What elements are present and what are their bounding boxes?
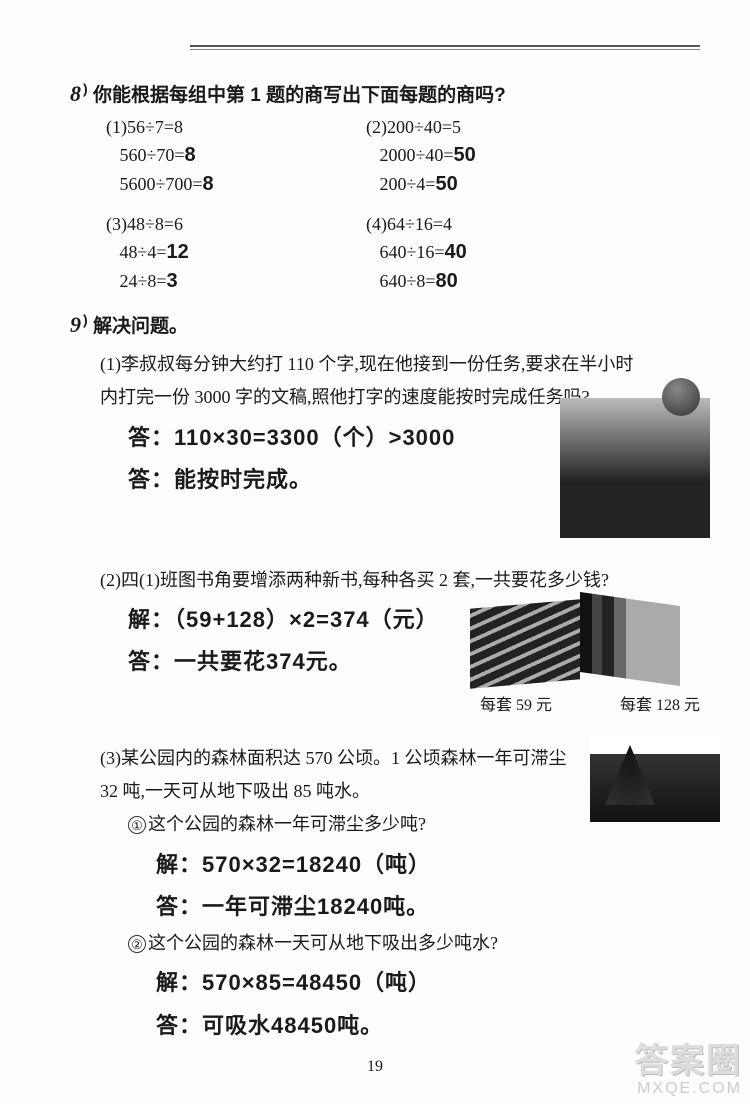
q8-number: 8	[70, 81, 81, 106]
q8-grid-b: (3)48÷8=6 (4)64÷16=4 48÷4=12 640÷16=40 2…	[106, 214, 700, 293]
book-set-illustration	[580, 592, 680, 686]
eq: 640÷8=80	[366, 270, 626, 293]
q9-header: 9) 解决问题。	[70, 311, 700, 338]
eq: 640÷16=40	[366, 241, 626, 264]
q9-p3-sub1-a2: 答：一年可滞尘18240吨。	[156, 888, 700, 927]
eq: (4)64÷16=4	[366, 214, 626, 235]
q8-grid-a: (1)56÷7=8 (2)200÷40=5 560÷70=8 2000÷40=5…	[106, 117, 700, 196]
eq: 560÷70=8	[106, 144, 366, 167]
q9-p2-text: (2)四(1)班图书角要增添两种新书,每种各买 2 套,一共要花多少钱?	[100, 564, 720, 597]
q9-p1-text: (1)李叔叔每分钟大约打 110 个字,现在他接到一份任务,要求在半小时内打完一…	[100, 348, 640, 415]
q9-p3-sub2-a2: 答：可吸水48450吨。	[156, 1007, 700, 1046]
q9-p2: (2)四(1)班图书角要增添两种新书,每种各买 2 套,一共要花多少钱? 解：（…	[100, 564, 700, 718]
q9-number: 9	[70, 312, 81, 337]
eq: 24÷8=3	[106, 270, 366, 293]
eq: 200÷4=50	[366, 173, 626, 196]
page: 8) 你能根据每组中第 1 题的商写出下面每题的商吗? (1)56÷7=8 (2…	[0, 0, 750, 1104]
q9-p3-sub1-a1: 解：570×32=18240（吨）	[156, 846, 700, 885]
eq: 2000÷40=50	[366, 144, 626, 167]
caption-book2: 每套 128 元	[620, 692, 700, 720]
eq: (2)200÷40=5	[366, 117, 626, 138]
watermark-bottom: MXQE.COM	[634, 1080, 742, 1098]
watermark: 答案圈 MXQE.COM	[634, 1043, 742, 1098]
q9-p3-sub2-q: ②这个公园的森林一天可从地下吸出多少吨水?	[128, 927, 668, 960]
q8-title: 你能根据每组中第 1 题的商写出下面每题的商吗?	[93, 85, 506, 106]
q9-p3-text: (3)某公园内的森林面积达 570 公顷。1 公顷森林一年可滞尘 32 吨,一天…	[100, 742, 580, 809]
q9-title: 解决问题。	[93, 316, 188, 337]
q9-p3-sub1-q: ①这个公园的森林一年可滞尘多少吨?	[128, 808, 668, 841]
eq: 5600÷700=8	[106, 173, 366, 196]
watermark-top: 答案圈	[634, 1043, 742, 1080]
eq: (3)48÷8=6	[106, 214, 366, 235]
q9-p3: (3)某公园内的森林面积达 570 公顷。1 公顷森林一年可滞尘 32 吨,一天…	[100, 742, 700, 1045]
q8-header: 8) 你能根据每组中第 1 题的商写出下面每题的商吗?	[70, 80, 700, 107]
forest-illustration	[590, 737, 720, 822]
desk-illustration	[560, 398, 710, 538]
header-rule	[190, 45, 700, 50]
eq: 48÷4=12	[106, 241, 366, 264]
book-stack-illustration	[470, 599, 580, 689]
q9-p1: (1)李叔叔每分钟大约打 110 个字,现在他接到一份任务,要求在半小时内打完一…	[100, 348, 700, 540]
caption-book1: 每套 59 元	[480, 692, 552, 720]
eq: (1)56÷7=8	[106, 117, 366, 138]
q9-p3-sub2-a1: 解：570×85=48450（吨）	[156, 964, 700, 1003]
